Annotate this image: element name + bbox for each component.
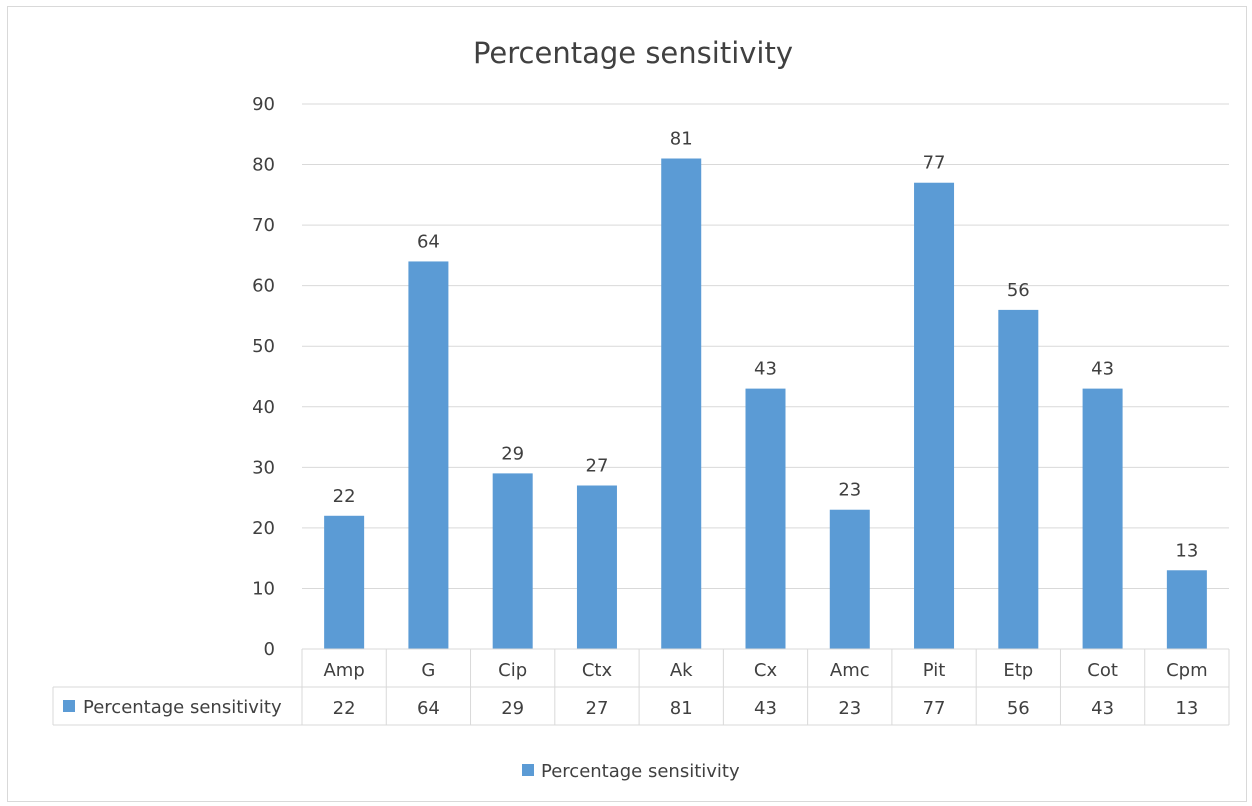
table-value-cell: 77	[923, 698, 946, 719]
x-tick-label: Cip	[498, 660, 527, 681]
table-legend-swatch	[63, 700, 75, 712]
y-tick-label: 10	[252, 578, 275, 599]
y-tick-label: 40	[252, 397, 275, 418]
legend-swatch	[522, 764, 534, 776]
y-tick-label: 20	[252, 518, 275, 539]
bar	[576, 485, 617, 649]
table-value-cell: 43	[754, 698, 777, 719]
table-value-cell: 64	[417, 698, 440, 719]
y-tick-label: 0	[264, 639, 275, 660]
bar	[914, 182, 955, 649]
bars	[324, 158, 1207, 649]
data-label: 13	[1175, 540, 1198, 561]
legend: Percentage sensitivity	[522, 761, 740, 782]
x-tick-label: Ctx	[582, 660, 613, 681]
data-label: 23	[838, 480, 861, 501]
x-tick-label: Amp	[323, 660, 364, 681]
data-label: 77	[923, 153, 946, 174]
y-tick-label: 70	[252, 215, 275, 236]
data-label: 43	[1091, 359, 1114, 380]
y-axis-ticks: 0 10 20 30 40 50 60 70 80 90	[252, 94, 275, 660]
y-tick-label: 90	[252, 94, 275, 115]
data-label: 81	[670, 129, 693, 150]
legend-label: Percentage sensitivity	[541, 761, 740, 782]
chart-frame	[7, 6, 1247, 802]
y-tick-label: 60	[252, 276, 275, 297]
bar	[745, 388, 786, 649]
x-tick-label: Cot	[1087, 660, 1118, 681]
table-value-cell: 43	[1091, 698, 1114, 719]
table-value-cell: 22	[333, 698, 356, 719]
x-tick-label: Amc	[830, 660, 870, 681]
bar	[998, 309, 1039, 649]
gridlines	[302, 103, 1229, 589]
bar	[1166, 570, 1207, 649]
bar	[492, 473, 533, 649]
x-tick-label: Cpm	[1166, 660, 1208, 681]
data-label: 27	[586, 456, 609, 477]
table-value-cell: 27	[586, 698, 609, 719]
data-labels: 22 64 29 27 81 43 23 77 56 43 13	[333, 129, 1199, 562]
x-tick-label: Etp	[1003, 660, 1033, 681]
data-label: 43	[754, 359, 777, 380]
x-tick-label: Pit	[923, 660, 946, 681]
table-value-cell: 23	[838, 698, 861, 719]
data-label: 22	[333, 486, 356, 507]
bar	[829, 509, 870, 649]
table-value-cell: 13	[1175, 698, 1198, 719]
bar	[324, 515, 365, 649]
bar	[661, 158, 702, 649]
x-tick-label: G	[421, 660, 435, 681]
bar	[408, 261, 449, 649]
x-tick-label: Cx	[754, 660, 778, 681]
table-series-label: Percentage sensitivity	[83, 697, 282, 718]
data-label: 56	[1007, 280, 1030, 301]
bar	[1082, 388, 1123, 649]
y-tick-label: 50	[252, 336, 275, 357]
table-value-cell: 56	[1007, 698, 1030, 719]
y-tick-label: 30	[252, 457, 275, 478]
table-value-cell: 29	[501, 698, 524, 719]
chart-title: Percentage sensitivity	[473, 36, 793, 70]
y-tick-label: 80	[252, 155, 275, 176]
x-tick-label: Ak	[670, 660, 693, 681]
data-label: 64	[417, 231, 440, 252]
data-table: Amp 22 G 64 Cip 29 Ctx 27 Ak 81 Cx 43 Amc 23 Pit 77 Etp 5…	[52, 648, 1230, 726]
table-value-cell: 81	[670, 698, 693, 719]
data-label: 29	[501, 443, 524, 464]
